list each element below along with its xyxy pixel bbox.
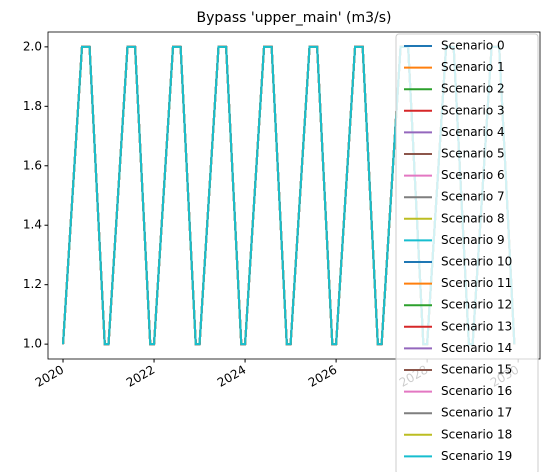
legend-label: Scenario 7 (441, 190, 505, 204)
legend-label: Scenario 8 (441, 211, 505, 225)
legend-label: Scenario 2 (441, 82, 505, 96)
legend-label: Scenario 14 (441, 341, 512, 355)
legend-label: Scenario 10 (441, 255, 512, 269)
x-tick-label: 2020 (33, 363, 66, 390)
legend-label: Scenario 6 (441, 168, 505, 182)
y-tick-label: 1.4 (23, 218, 42, 232)
legend-label: Scenario 17 (441, 406, 512, 420)
legend-label: Scenario 9 (441, 233, 505, 247)
legend-label: Scenario 19 (441, 449, 512, 463)
chart-title: Bypass 'upper_main' (m3/s) (196, 10, 391, 26)
x-tick-label: 2024 (215, 363, 248, 390)
legend-label: Scenario 11 (441, 276, 512, 290)
legend-label: Scenario 12 (441, 298, 512, 312)
legend-label: Scenario 1 (441, 60, 505, 74)
y-tick-label: 1.8 (23, 99, 42, 113)
y-tick-label: 1.6 (23, 158, 42, 172)
y-tick-label: 2.0 (23, 39, 42, 53)
legend-label: Scenario 3 (441, 103, 505, 117)
axes-frame (47, 31, 541, 360)
legend-label: Scenario 13 (441, 319, 512, 333)
legend-box (395, 33, 539, 472)
x-tick-label: 2026 (306, 363, 339, 390)
legend-label: Scenario 0 (441, 39, 505, 53)
legend-label: Scenario 5 (441, 147, 505, 161)
y-tick-label: 1.2 (23, 277, 42, 291)
legend-label: Scenario 4 (441, 125, 505, 139)
y-tick-label: 1.0 (23, 337, 42, 351)
legend-label: Scenario 16 (441, 384, 512, 398)
x-tick-label: 2022 (124, 363, 157, 390)
legend-label: Scenario 15 (441, 363, 512, 377)
legend-label: Scenario 18 (441, 427, 512, 441)
